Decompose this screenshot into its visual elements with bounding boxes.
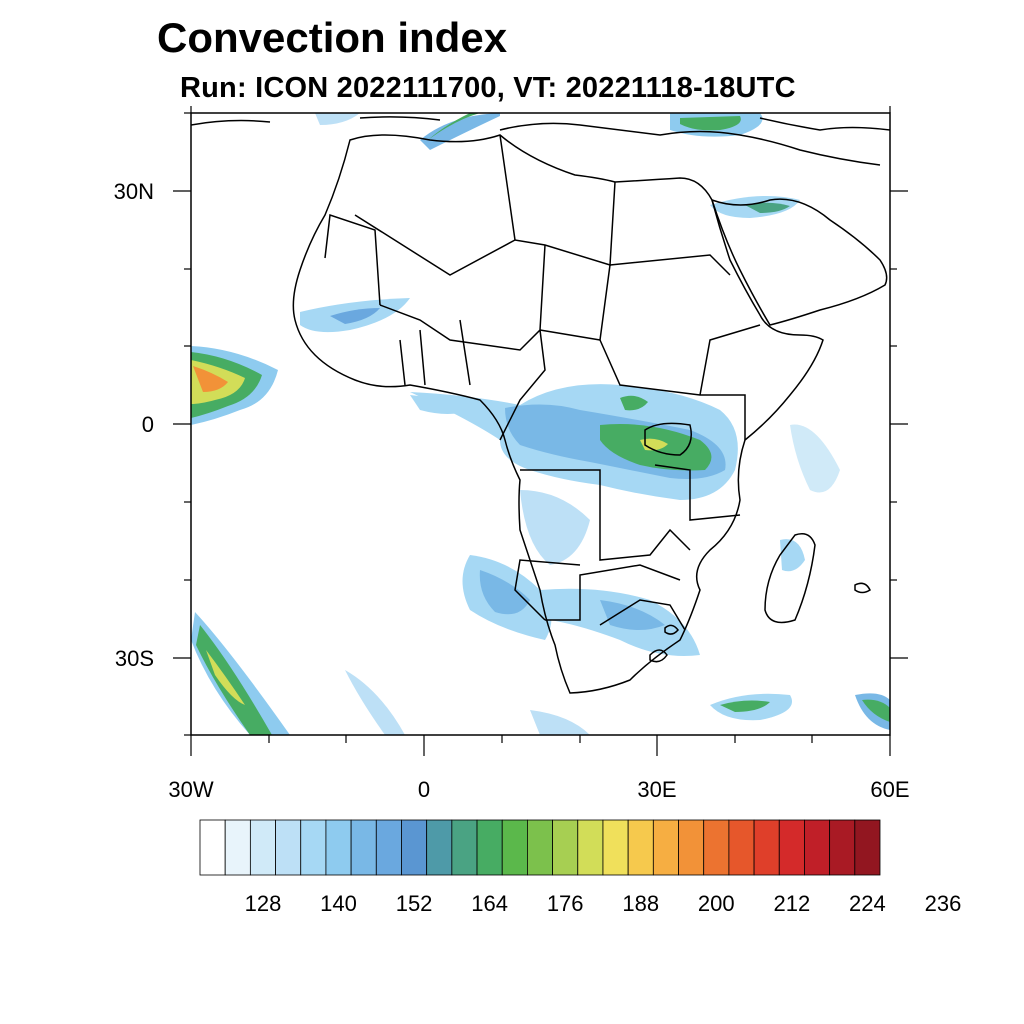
colorbar-swatch [829, 819, 856, 876]
colorbar-label: 200 [698, 891, 735, 916]
colorbar-swatch [199, 819, 226, 876]
colorbar-swatch [527, 819, 553, 876]
axis-ticks [173, 106, 908, 756]
colorbar [199, 819, 881, 876]
colorbar-swatch [778, 819, 805, 876]
map-subtitle: Run: ICON 2022111700, VT: 20221118-18UTC [180, 72, 796, 104]
colorbar-label: 212 [773, 891, 810, 916]
lon-label-30w: 30W [168, 777, 213, 802]
colorbar-swatch [426, 819, 453, 876]
colorbar-swatch [753, 819, 780, 876]
colorbar-swatch [703, 819, 730, 876]
colorbar-label: 176 [547, 891, 584, 916]
colorbar-label: 164 [471, 891, 508, 916]
colorbar-label: 128 [245, 891, 282, 916]
colorbar-swatch [350, 819, 377, 876]
colorbar-swatch [652, 819, 679, 876]
lon-label-60e: 60E [870, 777, 909, 802]
colorbar-swatch [577, 819, 604, 876]
colorbar-label: 236 [925, 891, 962, 916]
colorbar-swatch [300, 819, 327, 876]
colorbar-label: 140 [320, 891, 357, 916]
colorbar-label: 152 [396, 891, 433, 916]
colorbar-swatch [678, 819, 705, 876]
colorbar-label: 224 [849, 891, 886, 916]
colorbar-swatch [552, 819, 579, 876]
lat-label-0: 0 [142, 412, 154, 437]
colorbar-swatch [249, 819, 276, 876]
coastlines [191, 116, 890, 694]
colorbar-swatch [401, 819, 428, 876]
colorbar-swatch [804, 819, 831, 876]
colorbar-label: 188 [622, 891, 659, 916]
lat-label-30s: 30S [115, 646, 154, 671]
colorbar-swatch [501, 819, 528, 876]
colorbar-swatch [476, 819, 503, 876]
colorbar-swatch [224, 819, 251, 876]
colorbar-swatch [451, 819, 478, 876]
colorbar-swatch [854, 819, 881, 876]
lon-label-0: 0 [418, 777, 430, 802]
colorbar-swatch [275, 819, 302, 876]
colorbar-swatch [602, 819, 629, 876]
colorbar-swatch [627, 819, 654, 876]
map-title: Convection index [157, 14, 508, 61]
colorbar-swatch [728, 819, 755, 876]
lat-label-30n: 30N [114, 179, 154, 204]
lon-label-30e: 30E [637, 777, 676, 802]
colorbar-labels: 128 140 152 164 176 188 200 212 224 236 [245, 891, 962, 916]
colorbar-swatch [375, 819, 402, 876]
colorbar-swatch [325, 819, 352, 876]
convection-shading [191, 113, 890, 735]
